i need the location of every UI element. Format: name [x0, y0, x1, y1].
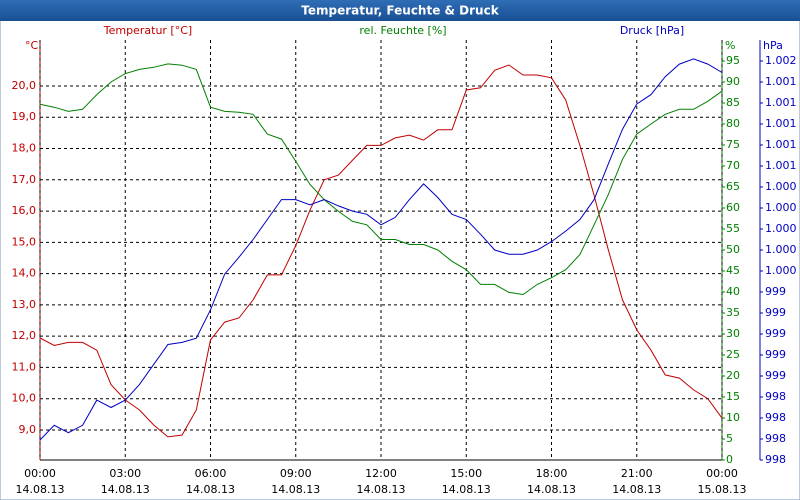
y3-tick-label: 998 — [765, 390, 786, 403]
y3-tick-label: 999 — [765, 369, 786, 382]
y2-tick-label: 55 — [726, 222, 740, 235]
y2-tick-label: 80 — [726, 117, 740, 130]
y-tick-label: 19,0 — [12, 110, 37, 123]
y2-unit: % — [725, 39, 735, 52]
y3-tick-label: 998 — [765, 453, 786, 466]
y-tick-label: 18,0 — [12, 142, 37, 155]
y2-tick-label: 20 — [726, 369, 740, 382]
y3-tick-label: 999 — [765, 327, 786, 340]
data-line — [39, 58, 723, 441]
y3-unit: hPa — [763, 39, 783, 52]
y2-tick-label: 90 — [726, 75, 740, 88]
y-unit: °C — [25, 39, 39, 52]
y-tick-label: 16,0 — [12, 204, 37, 217]
y2-tick-label: 40 — [726, 285, 740, 298]
y3-tick-label: 1.001 — [765, 138, 797, 151]
y3-tick-label: 999 — [765, 348, 786, 361]
y-tick-label: 9,0 — [19, 423, 37, 436]
y3-tick-label: 1.000 — [765, 243, 797, 256]
y2-tick-label: 45 — [726, 264, 740, 277]
y3-tick-label: 1.000 — [765, 201, 797, 214]
y3-tick-label: 1.000 — [765, 180, 797, 193]
y2-tick-label: 85 — [726, 96, 740, 109]
y3-tick-label: 1.001 — [765, 117, 797, 130]
y3-tick-label: 1.000 — [765, 264, 797, 277]
x-tick-label: 21:00 — [621, 467, 653, 480]
y2-tick-label: 95 — [726, 54, 740, 67]
x-tick-label: 06:00 — [195, 467, 227, 480]
x-tick-label: 12:00 — [365, 467, 397, 480]
x-tick-date: 14.08.13 — [612, 483, 661, 496]
y2-tick-label: 35 — [726, 306, 740, 319]
y3-tick-label: 1.001 — [765, 96, 797, 109]
y3-axis-title: Druck [hPa] — [620, 24, 684, 37]
x-tick-label: 03:00 — [109, 467, 141, 480]
x-tick-date: 14.08.13 — [527, 483, 576, 496]
y2-tick-label: 65 — [726, 180, 740, 193]
x-tick-date: 14.08.13 — [442, 483, 491, 496]
y2-tick-label: 5 — [726, 432, 733, 445]
y2-tick-label: 15 — [726, 390, 740, 403]
y3-tick-label: 998 — [765, 432, 786, 445]
y2-tick-label: 70 — [726, 159, 740, 172]
y3-tick-label: 1.001 — [765, 75, 797, 88]
y3-tick-label: 999 — [765, 306, 786, 319]
y2-tick-label: 60 — [726, 201, 740, 214]
y2-tick-label: 50 — [726, 243, 740, 256]
y-tick-label: 13,0 — [12, 298, 37, 311]
y-tick-label: 12,0 — [12, 329, 37, 342]
x-tick-date: 14.08.13 — [271, 483, 320, 496]
x-tick-label: 00:00 — [706, 467, 738, 480]
x-tick-date: 14.08.13 — [357, 483, 406, 496]
x-tick-label: 18:00 — [536, 467, 568, 480]
y3-tick-label: 1.000 — [765, 222, 797, 235]
x-tick-date: 14.08.13 — [186, 483, 235, 496]
data-line — [39, 63, 723, 296]
y2-tick-label: 25 — [726, 348, 740, 361]
y-tick-label: 10,0 — [12, 392, 37, 405]
y3-tick-label: 998 — [765, 411, 786, 424]
x-tick-date: 14.08.13 — [16, 483, 65, 496]
y-tick-label: 11,0 — [12, 360, 37, 373]
title-bar — [0, 0, 800, 21]
x-tick-label: 00:00 — [24, 467, 56, 480]
x-tick-label: 15:00 — [450, 467, 482, 480]
y-tick-label: 14,0 — [12, 267, 37, 280]
y3-tick-label: 1.001 — [765, 159, 797, 172]
y2-axis-title: rel. Feuchte [%] — [359, 24, 446, 37]
x-tick-date: 14.08.13 — [101, 483, 150, 496]
y-tick-label: 17,0 — [12, 173, 37, 186]
data-line — [39, 64, 723, 438]
y-axis-title: Temperatur [°C] — [103, 24, 192, 37]
y-tick-label: 20,0 — [12, 79, 37, 92]
y2-tick-label: 30 — [726, 327, 740, 340]
y2-tick-label: 10 — [726, 411, 740, 424]
y2-tick-label: 0 — [726, 453, 733, 466]
y3-tick-label: 1.002 — [765, 54, 797, 67]
y-tick-label: 15,0 — [12, 235, 37, 248]
chart-title: Temperatur, Feuchte & Druck — [301, 4, 499, 18]
x-tick-label: 09:00 — [280, 467, 312, 480]
y3-tick-label: 999 — [765, 285, 786, 298]
x-tick-date: 15.08.13 — [698, 483, 747, 496]
y2-tick-label: 75 — [726, 138, 740, 151]
